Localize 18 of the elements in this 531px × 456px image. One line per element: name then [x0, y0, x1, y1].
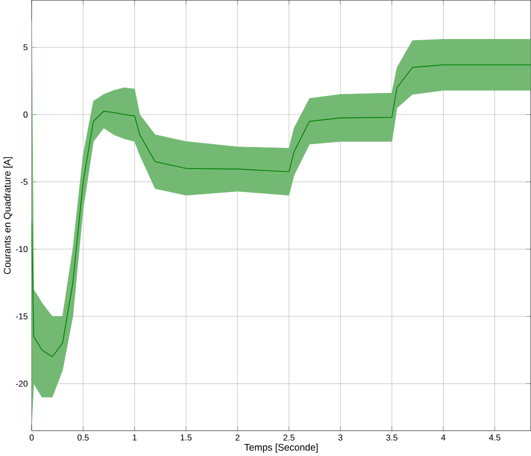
x-tick-label: 4 [441, 434, 446, 440]
x-axis-title: Temps [Seconde] [244, 444, 318, 453]
y-tick-label: -5 [20, 178, 28, 185]
x-tick-label: 0 [30, 434, 34, 441]
x-tick-label: 1 [132, 434, 137, 440]
x-tick-label: 0.5 [78, 434, 89, 441]
x-tick-label: 1.5 [180, 434, 192, 440]
y-tick-label: -20 [16, 380, 28, 387]
x-tick-label: 2.5 [283, 434, 295, 441]
y-tick-label: -15 [16, 313, 28, 320]
y-axis-title: Courants en Quadrature [A] [4, 157, 13, 274]
x-tick-label: 3.5 [386, 434, 398, 441]
x-tick-label: 3 [338, 434, 342, 441]
y-tick-label: 5 [24, 44, 28, 50]
y-tick-label: 0 [24, 111, 28, 118]
x-tick-label: 2 [236, 434, 240, 440]
x-tick-label: 4.5 [489, 434, 500, 440]
y-tick-label: -10 [16, 246, 28, 252]
